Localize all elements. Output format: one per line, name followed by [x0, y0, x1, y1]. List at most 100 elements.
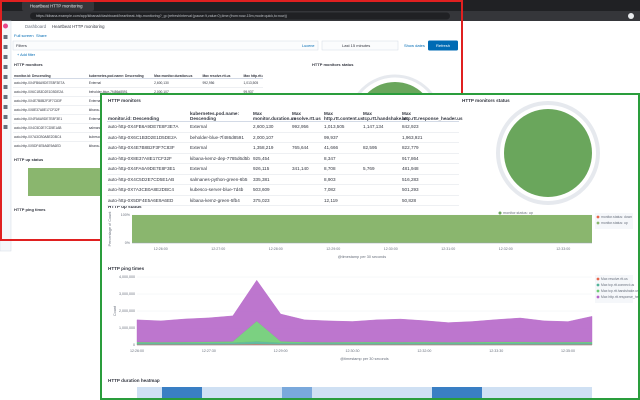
y-tick-label: 1,000,000 [119, 326, 135, 330]
table-cell: auto-http-0X4FA6A9DE7E8F3E1 [13, 114, 88, 124]
y-tick-label: 100% [121, 213, 131, 217]
share-link[interactable]: Share [36, 33, 47, 38]
legend-swatch [498, 211, 502, 215]
column-header[interactable]: Max monitor.duration.us [153, 70, 202, 79]
search-box[interactable] [12, 40, 319, 51]
kibana-logo[interactable] [3, 23, 8, 29]
table-row: auto-http-0X4FB6A9DE7E8F3E7A External 2,60… [107, 121, 459, 133]
table-cell [291, 195, 323, 206]
table-cell [362, 174, 401, 185]
column-header[interactable]: Max http.rtt.response_header.us [401, 107, 463, 122]
bar [362, 215, 420, 243]
table-cell [291, 153, 323, 164]
y-axis-title: Count [113, 305, 117, 316]
table-cell: 82,595 [362, 142, 401, 154]
breadcrumb[interactable]: Dashboard [25, 24, 47, 29]
nav-icon[interactable] [3, 45, 8, 49]
nav-icon[interactable] [3, 55, 8, 59]
table-cell [362, 132, 401, 143]
y-tick-label: 0 [133, 343, 135, 347]
table-cell: 375,023 [252, 195, 291, 206]
nav-icon[interactable] [3, 95, 8, 99]
table-cell [291, 132, 323, 143]
full-screen-link[interactable]: Full screen [14, 33, 34, 38]
nav-icon[interactable] [3, 65, 8, 69]
zoomed-canvas: HTTP monitors HTTP monitors status HTTP … [108, 98, 638, 398]
bar [247, 215, 305, 243]
column-header[interactable]: kubernetes.pod.name: Descending [87, 70, 154, 79]
show-dates[interactable]: Show dates [404, 43, 425, 48]
column-header[interactable]: kubernetes.pod.name: Descending [189, 107, 252, 122]
nav-icon[interactable] [3, 75, 8, 79]
table-cell [362, 184, 401, 196]
refresh-label: Refresh [436, 43, 450, 48]
column-header[interactable]: monitor.id: Descending [107, 107, 189, 122]
table-cell: auto-http-0X5DF4E5A6E9A6ED [107, 195, 189, 206]
dashboard-title: Heartbeat HTTP monitoring [52, 24, 105, 29]
nav-icon[interactable] [3, 115, 8, 119]
table-cell: 503,609 [252, 184, 291, 196]
column-header[interactable]: Max resolve.rtt.us [201, 70, 243, 79]
x-tick-label: 12:31:00 [441, 247, 455, 251]
column-header[interactable]: monitor.id: Descending [13, 70, 88, 79]
x-tick-label: 12:32:00 [499, 247, 513, 251]
profile-icon[interactable] [628, 13, 634, 19]
syntax-toggle[interactable]: Lucene [302, 44, 314, 48]
table-cell: auto-http-0X4E7B8B2F3F7C83F [13, 96, 88, 106]
table-cell: 7,082 [323, 184, 362, 196]
table-cell: 926,115 [252, 163, 291, 175]
column-header[interactable]: Max tcp.rtt.handshake.us [362, 107, 408, 122]
time-picker[interactable] [321, 40, 399, 51]
column-header[interactable]: Max http.rtt.content.us [242, 70, 263, 79]
monitors-table: monitor.id: Descending kubernetes.pod.nam… [107, 107, 463, 206]
table-cell: 992,956 [201, 78, 243, 88]
panel-title: HTTP ping times [14, 207, 46, 212]
panel-title: HTTP monitors status [462, 98, 510, 103]
table-cell: External [87, 78, 154, 88]
y-tick-label: 0% [125, 241, 131, 245]
url-field[interactable] [30, 12, 450, 20]
table-cell: 2,600,130 [252, 121, 291, 133]
legend-label: monitor.status: down [601, 215, 632, 219]
table-cell [362, 195, 401, 206]
table-cell: External [189, 163, 252, 175]
table-cell: 8,903 [323, 174, 362, 185]
nav-icon[interactable] [3, 85, 8, 89]
header-row: monitor.id: Descending kubernetes.pod.nam… [107, 107, 463, 122]
search-label: Filters [16, 43, 27, 48]
legend-label: monitor.status: up [503, 211, 533, 215]
x-tick-label: 12:32:00 [417, 349, 431, 353]
column-header[interactable]: Max monitor.duration.us [252, 107, 296, 122]
bar [304, 215, 362, 243]
nav-icon[interactable] [3, 105, 8, 109]
table-cell: beholder-blue-7f486d8591 [189, 132, 252, 143]
column-header[interactable]: Max http.rtt.content.us [323, 107, 363, 122]
header-row: monitor.id: Descending kubernetes.pod.nam… [13, 70, 263, 79]
column-header[interactable]: Max resolve.rtt.us [291, 107, 323, 122]
table-cell: auto-http-0X7A3CB0A8E2DBC4 [107, 184, 189, 196]
x-axis-title: @timestamp per 30 seconds [340, 357, 388, 361]
tab[interactable] [22, 1, 94, 12]
legend-swatch [596, 215, 600, 219]
x-tick-label: 12:27:30 [202, 349, 216, 353]
table-cell: auto-http-0X8E37A8E17CF32F [13, 105, 88, 115]
nav-icon[interactable] [3, 125, 8, 129]
panel-title: HTTP up status [14, 157, 44, 162]
table-cell [362, 153, 401, 164]
chart-thumbnail [28, 168, 100, 196]
table-cell: 1,013,505 [323, 121, 362, 133]
pie-slice [504, 109, 592, 197]
tab-bar [0, 0, 640, 11]
table-cell: 8,708 [323, 163, 362, 175]
add-filter[interactable]: + Add filter [17, 53, 36, 57]
refresh-button[interactable] [428, 40, 458, 51]
tab-title: Heartbeat HTTP monitoring [30, 4, 83, 9]
nav-icon[interactable] [3, 35, 8, 39]
table-cell: 1,963,921 [401, 132, 459, 143]
x-tick-label: 12:29:00 [326, 247, 340, 251]
